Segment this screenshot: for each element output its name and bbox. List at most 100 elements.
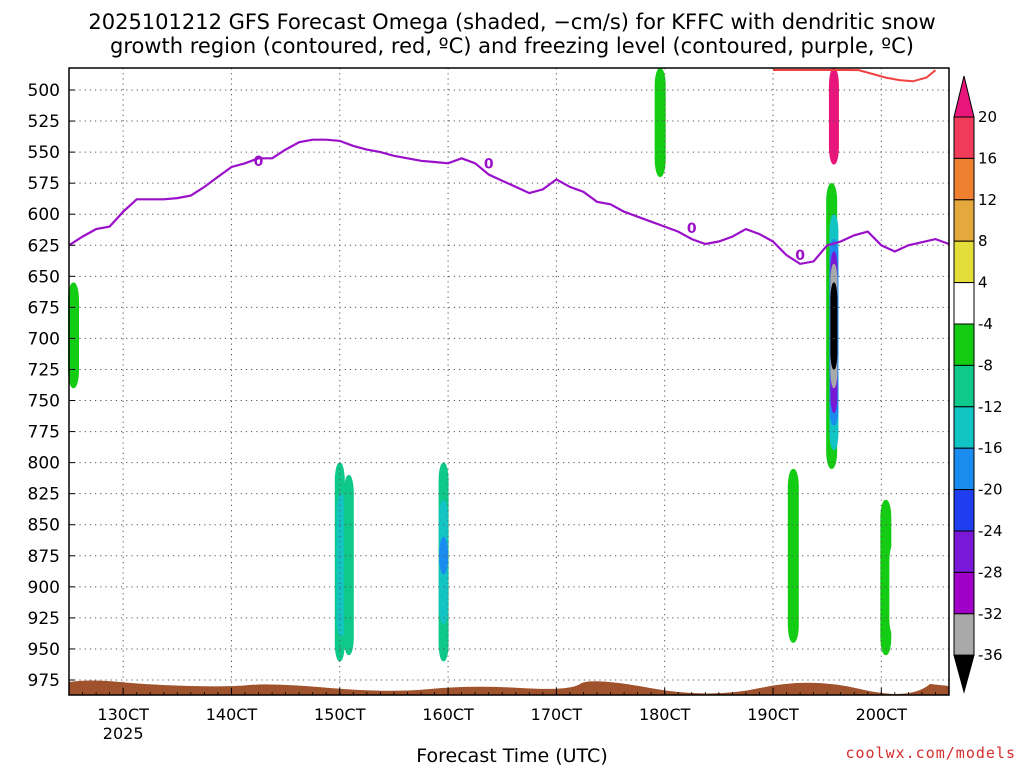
omega-region xyxy=(343,475,354,656)
x-tick-label: 150CT xyxy=(314,705,366,724)
y-tick-label: 600 xyxy=(28,205,60,225)
colorbar-label: -28 xyxy=(978,563,1003,581)
omega-region xyxy=(830,282,838,370)
y-tick-label: 650 xyxy=(28,267,60,287)
colorbar-label: -20 xyxy=(978,481,1003,499)
omega-region xyxy=(68,282,80,389)
omega-region xyxy=(654,68,666,177)
colorbar-segment xyxy=(953,447,975,491)
omega-region xyxy=(237,562,249,612)
omega-region xyxy=(787,468,799,643)
omega-region xyxy=(880,499,892,656)
colorbar-segment xyxy=(953,157,975,201)
y-tick-label: 850 xyxy=(28,516,60,536)
omega-region xyxy=(848,68,860,215)
colorbar-label: 16 xyxy=(978,149,997,167)
y-tick-label: 700 xyxy=(28,329,60,349)
omega-region xyxy=(99,450,111,507)
y-tick-label: 575 xyxy=(28,174,60,194)
y-tick-label: 550 xyxy=(28,143,60,163)
y-tick-label: 625 xyxy=(28,236,60,256)
chart-title-line-2: growth region (contoured, red, ºC) and f… xyxy=(110,34,914,58)
chart-title-line-1: 2025101212 GFS Forecast Omega (shaded, −… xyxy=(88,10,936,34)
terrain-fill xyxy=(69,680,949,695)
colorbar: 20 16 12 8 4 -4 -8 -12 -16 -20 -24 -28 -32 -36 xyxy=(953,75,1003,694)
plot-frame xyxy=(68,67,950,696)
colorbar-bottom-arrow xyxy=(953,654,975,694)
x-tick-label: 200CT xyxy=(856,705,908,724)
colorbar-segment xyxy=(953,364,975,408)
colorbar-segment xyxy=(953,489,975,532)
y-tick-label: 775 xyxy=(28,423,60,443)
dendritic-growth-line xyxy=(773,69,937,83)
omega-region xyxy=(668,288,673,314)
y-tick-label: 875 xyxy=(28,547,60,567)
y-axis: 500 525 550 575 600 625 650 675 700 725 750 775 800 8… xyxy=(28,81,75,691)
freezing-level-label: 0 xyxy=(687,221,697,237)
colorbar-label: -24 xyxy=(978,522,1003,540)
colorbar-segment xyxy=(953,282,975,325)
contour-layer: 0 0 0 0 xyxy=(68,69,950,266)
colorbar-segment xyxy=(953,116,975,159)
omega-region xyxy=(817,239,829,407)
colorbar-segment xyxy=(953,199,975,242)
terrain-layer xyxy=(69,680,949,695)
y-tick-label: 800 xyxy=(28,454,60,474)
x-tick-label: 190CT xyxy=(747,705,799,724)
y-tick-label: 675 xyxy=(28,298,60,318)
y-tick-label: 925 xyxy=(28,609,60,629)
freezing-level-label: 0 xyxy=(795,248,805,264)
x-axis: 130CT 140CT 150CT 160CT 170CT 180CT 190CT 200CT… xyxy=(82,688,936,743)
colorbar-label: 20 xyxy=(978,108,997,126)
omega-region xyxy=(672,68,677,72)
colorbar-label: -12 xyxy=(978,398,1003,416)
y-tick-label: 975 xyxy=(28,671,60,691)
colorbar-label: -8 xyxy=(978,356,993,374)
colorbar-label: -16 xyxy=(978,439,1003,457)
colorbar-top-arrow xyxy=(953,75,975,118)
colorbar-segment xyxy=(953,571,975,615)
freezing-level-label: 0 xyxy=(254,154,264,170)
omega-region xyxy=(216,475,228,625)
colorbar-label: 12 xyxy=(978,191,997,209)
y-tick-label: 900 xyxy=(28,578,60,598)
x-year-label: 2025 xyxy=(103,724,144,743)
omega-region xyxy=(338,369,350,426)
grid-layer xyxy=(69,68,949,695)
omega-region xyxy=(880,68,892,184)
omega-region xyxy=(823,499,835,656)
freezing-level-line xyxy=(68,138,950,266)
colorbar-segment xyxy=(953,406,975,449)
omega-region xyxy=(828,68,839,165)
omega-region xyxy=(548,493,560,643)
omega-region xyxy=(853,257,865,308)
y-tick-label: 525 xyxy=(28,112,60,132)
colorbar-segment xyxy=(953,530,975,573)
x-tick-label: 160CT xyxy=(422,705,474,724)
colorbar-label: -36 xyxy=(978,646,1003,664)
colorbar-label: 8 xyxy=(978,232,988,250)
colorbar-segment xyxy=(953,323,975,366)
y-tick-label: 825 xyxy=(28,485,60,505)
y-tick-label: 750 xyxy=(28,392,60,412)
colorbar-segment xyxy=(953,613,975,656)
x-tick-label: 130CT xyxy=(97,705,149,724)
x-axis-title: Forecast Time (UTC) xyxy=(416,745,608,767)
freezing-level-label: 0 xyxy=(484,156,494,172)
x-tick-label: 140CT xyxy=(206,705,258,724)
source-credit: coolwx.com/models xyxy=(845,744,1016,762)
omega-shading-layer xyxy=(68,68,901,662)
colorbar-label: -4 xyxy=(978,315,993,333)
omega-region xyxy=(343,437,348,469)
colorbar-label: 4 xyxy=(978,274,988,292)
colorbar-segment xyxy=(953,240,975,284)
x-tick-label: 170CT xyxy=(531,705,583,724)
omega-region xyxy=(110,506,122,637)
y-tick-label: 950 xyxy=(28,640,60,660)
omega-region xyxy=(336,493,346,637)
omega-region xyxy=(889,543,901,637)
y-tick-label: 500 xyxy=(28,81,60,101)
colorbar-label: -32 xyxy=(978,605,1003,623)
omega-region xyxy=(92,96,97,140)
